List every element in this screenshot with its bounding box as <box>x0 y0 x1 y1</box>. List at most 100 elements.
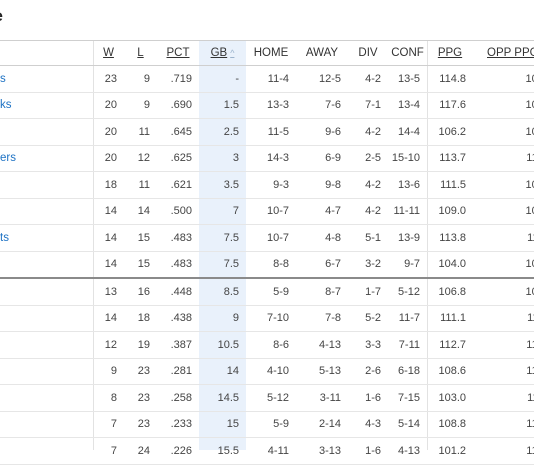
header-l[interactable]: L <box>137 47 144 59</box>
header-team <box>0 41 93 66</box>
cell-w: 14 <box>104 231 117 244</box>
header-ppg[interactable]: PPG <box>437 47 463 59</box>
team-name-link[interactable]: ts <box>0 231 9 244</box>
cell-div: 2-6 <box>365 365 381 378</box>
team-name-link[interactable]: ers <box>0 152 16 165</box>
cell-pct: .387 <box>170 338 192 351</box>
table-row: 9 23 .281 14 4-10 5-13 2-6 6-18 108.6 115.4 <box>0 358 534 385</box>
cell-div: 5-2 <box>365 312 381 325</box>
header-div: DIV <box>358 47 378 59</box>
header-away: AWAY <box>305 47 339 59</box>
cell-conf: 13-9 <box>397 231 420 244</box>
cell-conf: 5-12 <box>397 285 420 298</box>
cell-pct: .281 <box>170 365 192 378</box>
cell-oppg: 112.2 <box>526 152 534 165</box>
table-row: 14 18 .438 9 7-10 7-8 5-2 11-7 111.1 111.8 <box>0 305 534 332</box>
cell-div: 7-1 <box>365 99 381 112</box>
table-row: 12 19 .387 10.5 8-6 4-13 3-3 7-11 112.7 117.0 <box>0 332 534 359</box>
sort-arrow-icon: ^ <box>230 48 235 58</box>
cell-conf: 5-14 <box>397 418 420 431</box>
cell-home: 10-7 <box>266 231 289 244</box>
cell-w: 20 <box>104 99 117 112</box>
cell-oppg: 104.1 <box>525 178 534 191</box>
cell-home: 13-3 <box>266 99 289 112</box>
table-row: ts 14 15 .483 7.5 10-7 4-8 5-1 13-9 113.8 111.8 <box>0 225 534 251</box>
cell-home: 8-6 <box>273 338 289 351</box>
cell-l: 9 <box>143 72 150 85</box>
cell-w: 12 <box>104 338 117 351</box>
team-name-link[interactable] <box>0 358 93 385</box>
cell-oppg: 111.8 <box>527 231 534 244</box>
cell-pct: .500 <box>170 205 192 218</box>
cell-oppg: 112.0 <box>526 444 534 457</box>
cell-ppg: 106.2 <box>438 125 466 138</box>
cell-oppg: 115.4 <box>526 365 534 378</box>
header-conf: CONF <box>391 47 424 59</box>
team-name-link[interactable] <box>0 305 93 332</box>
cell-conf: 14-4 <box>397 125 420 138</box>
team-name-link[interactable] <box>0 278 93 305</box>
cell-div: 1-6 <box>365 391 381 404</box>
team-name-link[interactable]: ks <box>0 99 12 112</box>
cell-away: 5-13 <box>318 365 341 378</box>
cell-w: 9 <box>110 365 117 378</box>
cell-gb: - <box>235 72 239 85</box>
cell-away: 7-6 <box>325 99 341 112</box>
cell-conf: 6-18 <box>397 365 420 378</box>
cell-pct: .719 <box>170 72 192 85</box>
team-name-link[interactable] <box>0 332 93 359</box>
cell-pct: .690 <box>170 99 192 112</box>
table-row: 14 15 .483 7.5 8-8 6-7 3-2 9-7 104.0 106.7 <box>0 251 534 278</box>
cell-home: 9-3 <box>273 178 289 191</box>
team-name-link[interactable] <box>0 198 93 225</box>
cell-home: 5-12 <box>266 391 289 404</box>
cell-w: 8 <box>110 391 117 404</box>
cell-gb: 2.5 <box>223 125 239 138</box>
cell-l: 24 <box>137 444 150 457</box>
cell-oppg: 119.0 <box>526 418 534 431</box>
cell-w: 14 <box>104 312 117 325</box>
cell-l: 9 <box>143 99 150 112</box>
cell-oppg: 107.7 <box>525 285 534 298</box>
team-name-link[interactable] <box>0 411 93 438</box>
team-name-link[interactable] <box>0 438 93 465</box>
cell-gb: 14 <box>226 365 239 378</box>
team-name-link[interactable] <box>0 172 93 199</box>
cell-l: 15 <box>137 258 150 271</box>
table-row: 7 24 .226 15.5 4-11 3-13 1-6 4-13 101.2 112.0 <box>0 438 534 465</box>
team-name-link[interactable]: s <box>0 72 6 85</box>
header-opp-ppg[interactable]: OPP PPG <box>487 47 534 59</box>
cell-ppg: 104.0 <box>438 258 466 271</box>
cell-l: 23 <box>137 391 150 404</box>
team-name-link[interactable] <box>0 251 93 278</box>
sorted-column-highlight <box>199 40 246 450</box>
cell-w: 13 <box>104 285 117 298</box>
cell-gb: 3.5 <box>223 178 239 191</box>
cell-div: 3-2 <box>365 258 381 271</box>
cell-conf: 4-13 <box>397 444 420 457</box>
cell-ppg: 111.5 <box>440 178 466 191</box>
cell-ppg: 101.2 <box>438 444 466 457</box>
cell-div: 4-2 <box>365 125 381 138</box>
cell-l: 11 <box>138 125 150 138</box>
cell-pct: .483 <box>170 231 192 244</box>
header-pct[interactable]: PCT <box>166 47 190 59</box>
cell-conf: 15-10 <box>391 152 420 165</box>
header-w[interactable]: W <box>103 47 114 59</box>
table-header-row: W L PCT GB ^ HOME AWAY DIV CONF PPG OPP P… <box>0 40 534 66</box>
cell-oppg: 106.7 <box>525 258 534 271</box>
team-name-link[interactable] <box>0 119 93 146</box>
cell-home: 4-11 <box>267 444 289 457</box>
team-name-link[interactable] <box>0 385 93 412</box>
cell-l: 14 <box>137 205 150 218</box>
table-row: 14 14 .500 7 10-7 4-7 4-2 11-11 109.0 109.9 <box>0 198 534 225</box>
cell-ppg: 111.1 <box>440 312 466 325</box>
cell-gb: 3 <box>232 152 239 165</box>
table-row: 8 23 .258 14.5 5-12 3-11 1-6 7-15 103.0 111.2 <box>0 385 534 412</box>
cell-l: 19 <box>137 338 150 351</box>
cell-div: 4-2 <box>365 72 381 85</box>
standings-table: W L PCT GB ^ HOME AWAY DIV CONF PPG OPP P… <box>0 40 534 465</box>
header-gb[interactable]: GB ^ <box>210 47 235 59</box>
cell-home: 10-7 <box>266 205 289 218</box>
cell-div: 5-1 <box>365 231 381 244</box>
